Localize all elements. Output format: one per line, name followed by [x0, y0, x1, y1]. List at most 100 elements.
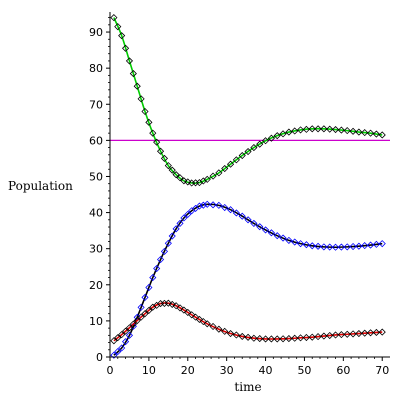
series-3-point [355, 329, 363, 338]
x-tick-label: 50 [297, 364, 311, 377]
series-3-point [320, 332, 328, 340]
series-2-point [121, 338, 130, 346]
y-tick-label: 90 [89, 26, 103, 39]
series-2-point [145, 283, 153, 292]
series-2-point [226, 206, 235, 214]
series-1-point [118, 32, 126, 40]
series-1-point [215, 169, 223, 177]
series-2-point [199, 201, 207, 209]
series-1-point [209, 172, 217, 180]
series-1-point [250, 144, 258, 152]
series-2-point [291, 238, 299, 246]
series-1-point [172, 171, 180, 179]
series-3-point [378, 328, 386, 336]
series-3-point [209, 322, 217, 331]
series-3-point [118, 331, 126, 339]
series-3-point [232, 331, 240, 339]
series-1-point [133, 82, 141, 90]
series-1-point [176, 174, 184, 182]
series-1-point [141, 107, 149, 116]
series-3-point [372, 328, 380, 337]
series-3-point [343, 330, 351, 338]
series-1-point [160, 154, 169, 162]
series-2-point [326, 243, 334, 251]
series-3-point [273, 335, 281, 343]
series-1-point [149, 129, 157, 137]
series-2-point [337, 243, 345, 251]
x-tick-label: 30 [220, 364, 234, 377]
axes-group: 0 10 20 30 40 50 60 70 0 10 20 30 40 50 60 70 80 90 [89, 12, 390, 377]
series-2-point [110, 351, 118, 359]
series-3-point [176, 304, 184, 312]
series-1-point [153, 138, 161, 146]
series-2-point [285, 236, 293, 244]
series-1-point [291, 127, 299, 135]
series-3-point [137, 313, 145, 321]
x-tick-label: 20 [181, 364, 195, 377]
series-1-point [343, 127, 351, 135]
series-2-point [215, 201, 223, 209]
series-1-point [372, 130, 380, 138]
series-2-point [114, 348, 122, 356]
series-2-point [361, 242, 369, 250]
series-3-point [256, 335, 264, 343]
series-1-point [137, 95, 145, 103]
series-1-point [302, 125, 310, 133]
series-3-line [113, 302, 383, 342]
series-3-point [361, 329, 369, 337]
y-tick-label: 50 [89, 170, 103, 183]
series-3-point [244, 333, 252, 341]
y-tick-label: 30 [89, 243, 103, 256]
series-1-point [125, 57, 134, 65]
series-2-point [256, 223, 264, 231]
series-3-point [267, 335, 275, 343]
y-axis-label: Population [8, 179, 73, 193]
series-1-point [314, 125, 322, 133]
series-1-point [180, 177, 188, 185]
series-1-point [273, 132, 281, 140]
series-2-point [343, 243, 351, 251]
series-1-point [361, 129, 369, 137]
series-3-point [114, 334, 122, 342]
series-3-point [121, 327, 130, 335]
series-2-point [349, 242, 357, 251]
series-3-point [302, 333, 310, 342]
series-group [110, 14, 386, 359]
series-1-point [349, 127, 357, 135]
series-2-point [314, 242, 322, 250]
series-1-point [331, 125, 340, 134]
series-2-point [273, 232, 281, 240]
y-tick-label: 40 [89, 207, 103, 220]
series-2-point [355, 242, 363, 250]
series-3-point [203, 320, 211, 328]
series-1-point [308, 125, 316, 133]
series-1-point [221, 164, 229, 173]
x-tick-label: 40 [259, 364, 273, 377]
series-2-point [244, 216, 252, 224]
series-2-point [372, 240, 380, 248]
series-2-point [203, 200, 211, 208]
series-2-point [156, 255, 165, 264]
x-tick-label: 70 [375, 364, 389, 377]
series-3-point [195, 315, 204, 324]
y-tick-label: 0 [96, 351, 103, 364]
series-1-point [145, 118, 153, 126]
series-1-point [203, 175, 211, 183]
series-1-point [296, 126, 305, 134]
series-3-point [296, 334, 305, 342]
series-2-line [113, 203, 383, 356]
series-3-point [221, 327, 229, 335]
series-1-point [184, 178, 192, 186]
series-2-point [168, 232, 176, 240]
series-3-point [337, 331, 345, 339]
series-1-point [164, 162, 172, 170]
series-2-point [378, 240, 386, 248]
series-3-point [141, 310, 149, 318]
series-3-point [226, 329, 235, 338]
series-2-point [141, 293, 149, 301]
y-tick-label: 60 [89, 134, 103, 147]
series-1-point [320, 125, 328, 133]
series-2-point [125, 331, 134, 339]
series-1-line [113, 17, 383, 184]
series-3-point [250, 334, 258, 342]
